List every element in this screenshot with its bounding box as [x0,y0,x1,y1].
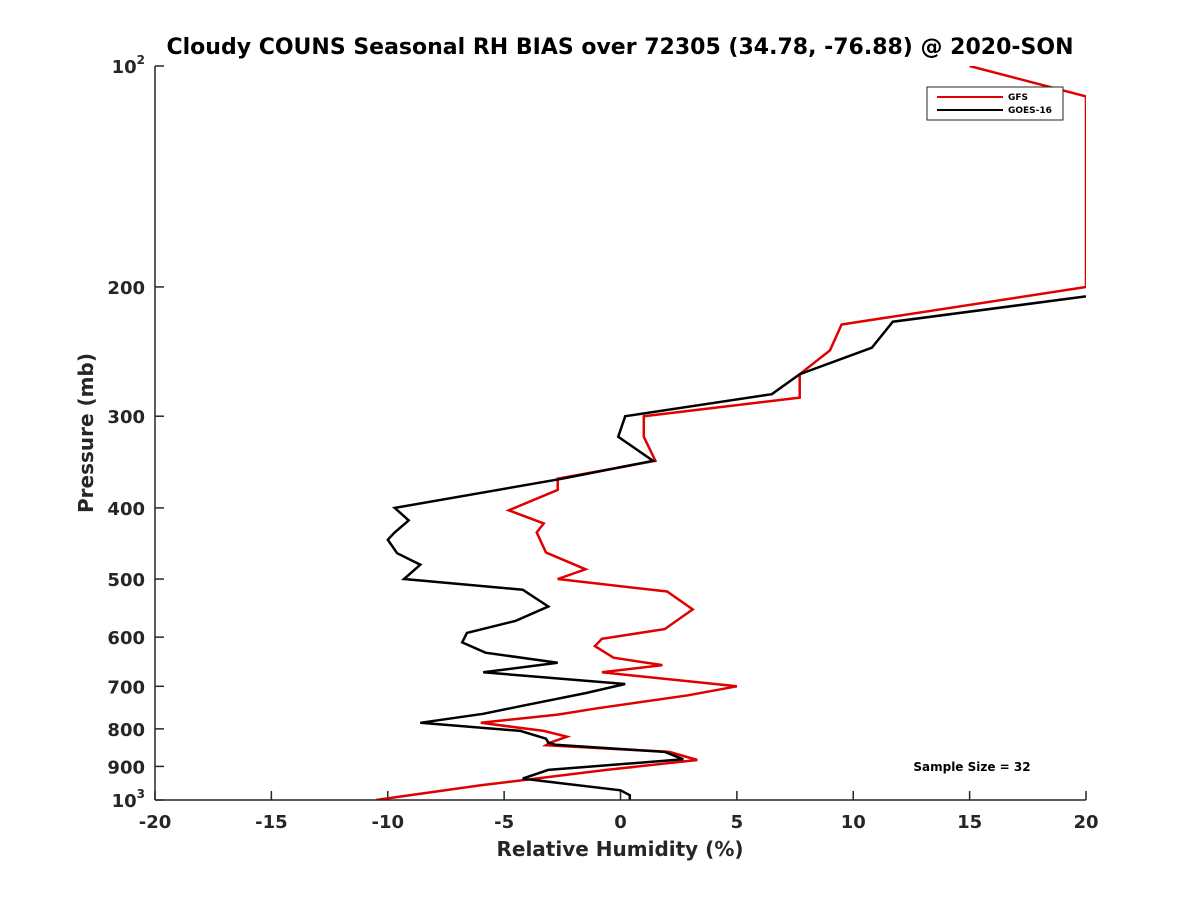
chart-title: Cloudy COUNS Seasonal RH BIAS over 72305… [166,35,1073,60]
x-tick-label: -5 [494,812,514,833]
y-tick-base: 600 [107,628,145,649]
series-line-gfs [375,66,1086,800]
y-tick-label: 400 [107,499,145,520]
y-tick-label: 700 [107,677,145,698]
x-axis-label: Relative Humidity (%) [496,837,743,861]
x-tick-label: -10 [371,812,404,833]
y-tick-label: 800 [107,720,145,741]
series-layer [375,66,1086,800]
y-tick-base: 200 [107,278,145,299]
y-tick-base: 400 [107,499,145,520]
y-tick-label: 300 [107,407,145,428]
y-tick-base: 300 [107,407,145,428]
x-tick-label: 0 [614,812,627,833]
legend: GFS GOES-16 [926,86,1064,121]
y-tick-exponent: 2 [137,53,145,67]
y-tick-exponent: 3 [137,787,145,801]
x-tick-label: -20 [139,812,172,833]
sample-size-annotation: Sample Size = 32 [913,760,1030,774]
x-tick-label: -15 [255,812,288,833]
legend-label-gfs: GFS [1008,93,1028,103]
y-axis-label: Pressure (mb) [74,353,98,513]
y-tick-label: 200 [107,278,145,299]
y-tick-label: 102 [112,53,145,78]
y-tick-base: 900 [107,757,145,778]
x-tick-label: 5 [731,812,744,833]
legend-box [926,86,1064,121]
series-line-goes16 [386,295,1086,800]
legend-label-goes16: GOES-16 [1008,106,1052,116]
x-tick-label: 20 [1073,812,1098,833]
y-tick-base: 500 [107,570,145,591]
y-tick-base: 700 [107,677,145,698]
x-axis: -20 -15 -10 -5 0 5 10 15 20 [139,791,1099,833]
y-tick-label: 900 [107,757,145,778]
x-tick-label: 10 [841,812,866,833]
y-tick-label: 600 [107,628,145,649]
y-tick-label: 500 [107,570,145,591]
y-tick-label: 103 [112,787,145,812]
y-tick-base: 10 [112,57,137,78]
x-tick-label: 15 [957,812,982,833]
y-tick-base: 10 [112,791,137,812]
y-tick-base: 800 [107,720,145,741]
